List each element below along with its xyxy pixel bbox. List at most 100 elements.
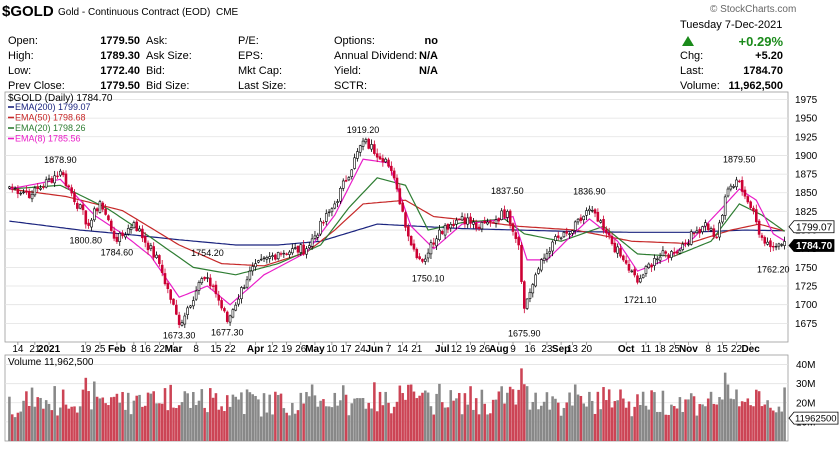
candle-body <box>257 260 260 263</box>
candle-body <box>480 222 484 230</box>
candle-body <box>551 241 554 252</box>
candle-body <box>121 232 124 237</box>
candle-body <box>231 309 235 318</box>
volume-bar <box>774 412 778 441</box>
volume-bar <box>19 411 23 441</box>
price-y-tick: 1850 <box>795 188 818 199</box>
field-label: Yield: <box>334 65 361 77</box>
price-y-tick: 1675 <box>795 319 818 330</box>
candle-body <box>367 138 370 149</box>
volume-bar <box>542 401 546 441</box>
price-y-tick: 1875 <box>795 170 818 181</box>
volume-bar <box>316 406 320 441</box>
volume-bar <box>95 396 99 441</box>
candle-body <box>61 172 65 176</box>
volume-bar <box>460 414 464 441</box>
volume-bar <box>463 393 467 441</box>
volume-bar <box>616 400 619 441</box>
volume-bar <box>525 386 529 441</box>
volume-bar <box>440 402 444 441</box>
candle-body <box>158 255 161 264</box>
price-annotation: 1754.20 <box>191 248 224 258</box>
volume-bar <box>412 391 416 441</box>
candle-body <box>579 217 583 221</box>
watermark: © StockCharts.com <box>710 4 796 15</box>
volume-bar <box>378 391 382 441</box>
candle-body <box>429 242 433 255</box>
candle-body <box>242 287 246 289</box>
candle-body <box>322 221 325 224</box>
volume-bar <box>409 384 413 441</box>
candle-body <box>537 268 540 274</box>
volume-bar <box>477 414 481 441</box>
candle-body <box>602 219 605 231</box>
volume-bar <box>491 399 495 441</box>
volume-bar <box>392 406 396 441</box>
candle-body <box>698 229 702 234</box>
volume-bar <box>684 399 687 441</box>
candle-body <box>152 246 155 258</box>
volume-bar <box>194 405 198 441</box>
candle-body <box>296 246 300 253</box>
volume-bar <box>517 389 520 441</box>
volume-bar <box>27 405 31 441</box>
date: Tuesday 7-Dec-2021 <box>680 19 782 31</box>
candle-body <box>16 188 20 194</box>
volume-bar <box>506 392 509 441</box>
volume-bar <box>636 394 639 441</box>
candle-body <box>452 223 455 227</box>
volume-bar <box>421 392 424 441</box>
candle-body <box>432 242 436 245</box>
volume-bar <box>25 391 28 441</box>
candle-body <box>528 291 532 299</box>
candle-body <box>695 230 699 234</box>
volume-bar <box>766 400 769 441</box>
candle-body <box>667 254 670 259</box>
volume-bar <box>395 401 399 441</box>
candle-body <box>217 294 221 301</box>
volume-bar <box>296 410 300 441</box>
field-value: 1779.50 <box>100 80 140 92</box>
candle-body <box>644 266 648 274</box>
symbol: $GOLD <box>2 3 54 20</box>
candle-body <box>92 208 96 221</box>
volume-bar <box>310 384 314 441</box>
candle-body <box>228 315 232 323</box>
volume-bar <box>559 415 563 441</box>
candle-body <box>87 222 90 226</box>
volume-bar <box>217 409 221 441</box>
candle-body <box>511 223 515 232</box>
candle-body <box>763 237 767 244</box>
candle-body <box>508 210 512 225</box>
candle-body <box>517 237 520 246</box>
volume-bar <box>288 415 291 441</box>
volume-bar <box>435 393 438 441</box>
x-tick-label: 14 <box>397 344 409 355</box>
volume-bar <box>687 399 690 441</box>
candle-body <box>324 213 328 222</box>
volume-bar <box>61 389 65 441</box>
candle-body <box>443 225 447 236</box>
volume-bar <box>704 406 707 441</box>
volume-bar <box>223 411 226 441</box>
volume-bar <box>149 393 153 441</box>
volume-bar <box>729 398 733 441</box>
field-label: Prev Close: <box>8 80 65 92</box>
x-tick-label: Jun <box>365 344 383 355</box>
volume-bar <box>203 407 206 441</box>
candle-body <box>308 245 311 249</box>
volume-bar <box>760 406 764 441</box>
candle-body <box>596 212 600 222</box>
field-label: P/E: <box>238 35 259 47</box>
volume-bar <box>523 384 526 441</box>
volume-bar <box>497 391 501 441</box>
candle-body <box>194 290 198 300</box>
price-annotations: 1878.90 1800.80 1784.60 1754.20 1673.30 1677.… <box>44 125 789 341</box>
volume-bar <box>752 406 755 441</box>
volume-bar <box>698 404 701 441</box>
volume-bar <box>44 400 48 441</box>
volume-bar <box>689 393 693 441</box>
candle-body <box>774 245 778 248</box>
price-y-ticks: 1975195019251900187518501825180017751750… <box>795 95 818 330</box>
volume-bar <box>556 402 560 441</box>
